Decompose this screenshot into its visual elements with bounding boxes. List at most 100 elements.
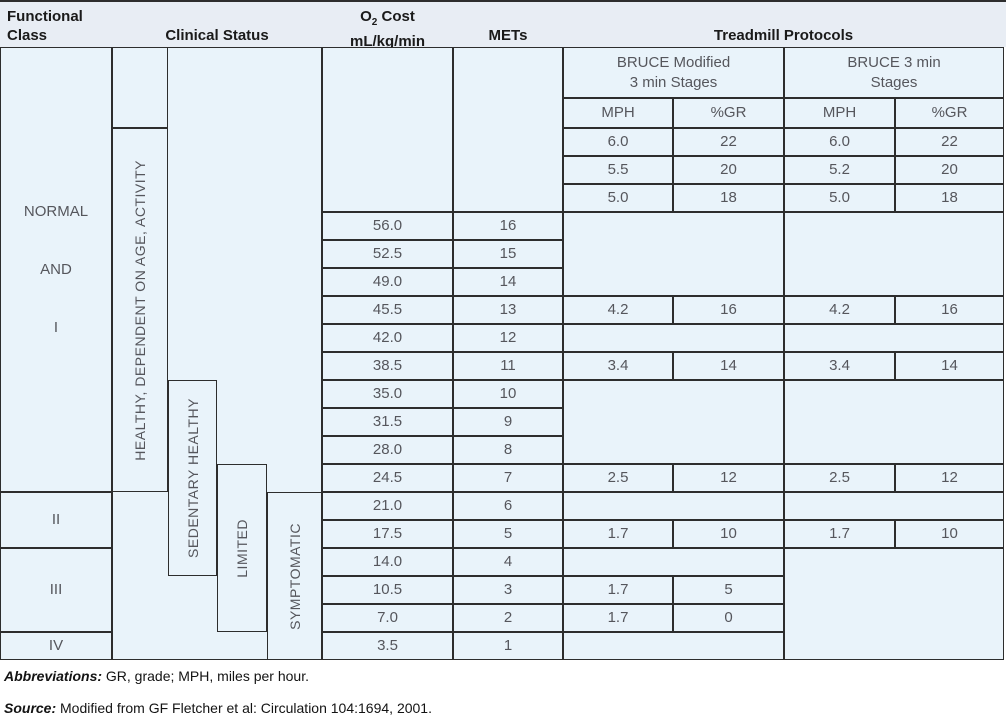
mets-cell: 3 xyxy=(453,576,563,604)
mets-cell: 5 xyxy=(453,520,563,548)
bruce-modified-gr-label: %GR xyxy=(673,98,784,128)
bruce-3min-header-cell: BRUCE 3 min Stages xyxy=(784,47,1004,98)
treadmill-protocols-header: Treadmill Protocols xyxy=(713,27,854,44)
bm-gr-cell: 16 xyxy=(673,296,784,324)
o2-cost-cell: 28.0 xyxy=(322,436,453,464)
bm-mph-cell: 1.7 xyxy=(563,520,673,548)
b3-gr-cell: 12 xyxy=(895,464,1004,492)
abbreviations-label: Abbreviations: xyxy=(4,668,103,684)
functional-class-cell-4: IV xyxy=(0,632,112,660)
mets-header: METs xyxy=(488,27,528,44)
bm-mph-cell: 5.5 xyxy=(563,156,673,184)
bm-mph-cell: 2.5 xyxy=(563,464,673,492)
abbreviations-footnote: Abbreviations: GR, grade; MPH, miles per… xyxy=(4,668,309,684)
o2-cost-cell: 52.5 xyxy=(322,240,453,268)
o2-empty-top-cell xyxy=(322,47,453,212)
mets-cell: 1 xyxy=(453,632,563,660)
bm-mph-cell: 5.0 xyxy=(563,184,673,212)
mets-cell: 10 xyxy=(453,380,563,408)
o2-cost-cell: 42.0 xyxy=(322,324,453,352)
bruce-3min-mph-label: MPH xyxy=(784,98,895,128)
clinical-status-limited-cell: LIMITED xyxy=(217,464,267,632)
source-footnote: Source: Modified from GF Fletcher et al:… xyxy=(4,700,432,716)
clinical-status-header: Clinical Status xyxy=(165,27,269,44)
bm-gr-cell: 22 xyxy=(673,128,784,156)
b3-gr-cell: 14 xyxy=(895,352,1004,380)
mets-cell: 14 xyxy=(453,268,563,296)
bruce-modified-header-cell: BRUCE Modified 3 min Stages xyxy=(563,47,784,98)
mets-cell: 16 xyxy=(453,212,563,240)
bm-mph-cell: 1.7 xyxy=(563,604,673,632)
mets-cell: 2 xyxy=(453,604,563,632)
functional-class-cell-1: NORMAL AND I xyxy=(0,47,112,492)
bm-mph-cell: 6.0 xyxy=(563,128,673,156)
b3-mph-cell: 3.4 xyxy=(784,352,895,380)
mets-cell: 8 xyxy=(453,436,563,464)
mets-cell: 11 xyxy=(453,352,563,380)
b3-mph-cell: 5.0 xyxy=(784,184,895,212)
b3-gr-cell: 16 xyxy=(895,296,1004,324)
bm-empty-cell xyxy=(563,324,784,352)
b3-mph-cell: 2.5 xyxy=(784,464,895,492)
bm-gr-cell: 14 xyxy=(673,352,784,380)
functional-class-header: Functional Class xyxy=(7,8,83,44)
clinical-status-healthy-cell: HEALTHY, DEPENDENT ON AGE, ACTIVITY xyxy=(112,128,168,492)
b3-gr-cell: 20 xyxy=(895,156,1004,184)
b3-empty-cell xyxy=(784,324,1004,352)
o2-cost-cell: 10.5 xyxy=(322,576,453,604)
bruce-modified-mph-label: MPH xyxy=(563,98,673,128)
o2-cost-cell: 38.5 xyxy=(322,352,453,380)
b3-mph-cell: 5.2 xyxy=(784,156,895,184)
mets-empty-top-cell xyxy=(453,47,563,212)
bm-empty-cell xyxy=(563,380,784,464)
b3-empty-cell xyxy=(784,212,1004,296)
bm-mph-cell: 4.2 xyxy=(563,296,673,324)
o2-cost-cell: 14.0 xyxy=(322,548,453,576)
bm-empty-cell xyxy=(563,548,784,576)
mets-cell: 9 xyxy=(453,408,563,436)
mets-cell: 12 xyxy=(453,324,563,352)
bm-gr-cell: 20 xyxy=(673,156,784,184)
o2-cost-cell: 24.5 xyxy=(322,464,453,492)
mets-cell: 15 xyxy=(453,240,563,268)
b3-mph-cell: 4.2 xyxy=(784,296,895,324)
bm-gr-cell: 18 xyxy=(673,184,784,212)
b3-gr-cell: 10 xyxy=(895,520,1004,548)
b3-empty-cell xyxy=(784,548,1004,660)
mets-cell: 6 xyxy=(453,492,563,520)
b3-gr-cell: 22 xyxy=(895,128,1004,156)
bm-empty-cell xyxy=(563,492,784,520)
o2-cost-cell: 17.5 xyxy=(322,520,453,548)
bm-gr-cell: 5 xyxy=(673,576,784,604)
bruce-3min-gr-label: %GR xyxy=(895,98,1004,128)
o2-cost-cell: 56.0 xyxy=(322,212,453,240)
bm-mph-cell: 1.7 xyxy=(563,576,673,604)
mets-cell: 7 xyxy=(453,464,563,492)
bm-empty-cell xyxy=(563,632,784,660)
bm-gr-cell: 10 xyxy=(673,520,784,548)
clinical-status-empty-top-cell xyxy=(112,47,168,128)
clinical-status-symptomatic-cell: SYMPTOMATIC xyxy=(267,492,322,660)
mets-cell: 4 xyxy=(453,548,563,576)
bm-mph-cell: 3.4 xyxy=(563,352,673,380)
o2-cost-cell: 21.0 xyxy=(322,492,453,520)
bm-gr-cell: 0 xyxy=(673,604,784,632)
functional-class-cell-2: II xyxy=(0,492,112,548)
mets-cell: 13 xyxy=(453,296,563,324)
o2-cost-cell: 3.5 xyxy=(322,632,453,660)
bm-empty-cell xyxy=(563,212,784,296)
b3-mph-cell: 1.7 xyxy=(784,520,895,548)
b3-empty-cell xyxy=(784,380,1004,464)
source-label: Source: xyxy=(4,700,57,716)
functional-class-cell-3: III xyxy=(0,548,112,632)
bm-gr-cell: 12 xyxy=(673,464,784,492)
o2-cost-cell: 7.0 xyxy=(322,604,453,632)
o2-cost-cell: 49.0 xyxy=(322,268,453,296)
b3-gr-cell: 18 xyxy=(895,184,1004,212)
o2-cost-cell: 35.0 xyxy=(322,380,453,408)
o2-cost-cell: 31.5 xyxy=(322,408,453,436)
table-header-band: Functional Class Clinical Status O2 Cost… xyxy=(0,0,1006,50)
clinical-status-sedentary-cell: SEDENTARY HEALTHY xyxy=(168,380,217,576)
o2-cost-cell: 45.5 xyxy=(322,296,453,324)
